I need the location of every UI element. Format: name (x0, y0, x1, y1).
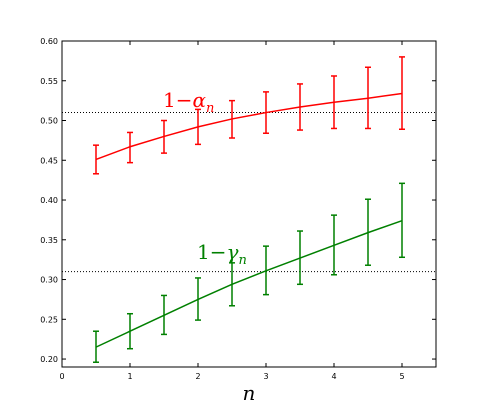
series-1 (93, 182, 405, 363)
plot-frame (61, 40, 437, 368)
error-bar (127, 131, 133, 164)
y-tick-label: 0.25 (40, 315, 58, 324)
error-bar (229, 99, 235, 139)
error-bar (399, 56, 405, 131)
error-bar (161, 119, 167, 154)
x-axis-title: n (243, 381, 256, 405)
error-bar (229, 262, 235, 307)
y-tick-label: 0.30 (40, 276, 58, 285)
y-tick-label: 0.40 (40, 196, 58, 205)
series-label-0: 1−αn (163, 88, 214, 116)
y-tick-label: 0.60 (40, 37, 58, 46)
y-tick-label: 0.50 (40, 117, 58, 126)
y-tick-label: 0.55 (40, 77, 58, 86)
error-bar (195, 277, 201, 321)
series-line (95, 92, 403, 161)
error-bar (297, 230, 303, 286)
y-tick-label: 0.20 (40, 355, 58, 364)
error-bar (161, 294, 167, 336)
axis-ticks: 0 1 2 3 4 5 0.20 0.25 0.30 0.35 0.40 0.45 0.50 0.55 0.… (40, 37, 436, 381)
error-bar (93, 144, 99, 175)
error-bar (399, 182, 405, 259)
error-bar (127, 312, 133, 350)
series-layer (93, 56, 405, 363)
series-label-1: 1−γn (197, 240, 247, 268)
x-tick-label: 1 (127, 372, 132, 381)
series-line (95, 219, 403, 348)
error-bar (365, 66, 371, 130)
error-bar (297, 83, 303, 131)
x-tick-label: 2 (195, 372, 200, 381)
x-tick-label: 3 (263, 372, 268, 381)
y-tick-label: 0.45 (40, 156, 58, 165)
error-bar (263, 91, 269, 134)
x-tick-label: 5 (399, 372, 404, 381)
x-tick-label: 4 (331, 372, 336, 381)
y-tick-label: 0.35 (40, 236, 58, 245)
error-bar (365, 198, 371, 266)
error-bar (195, 108, 201, 146)
error-bar (331, 75, 337, 130)
series-labels: 1−αn 1−γn (163, 88, 247, 268)
reference-lines (62, 112, 436, 273)
series-0 (93, 56, 405, 175)
error-bar (263, 245, 269, 296)
error-bar (331, 214, 337, 276)
error-bar (93, 330, 99, 363)
x-tick-label: 0 (59, 372, 64, 381)
